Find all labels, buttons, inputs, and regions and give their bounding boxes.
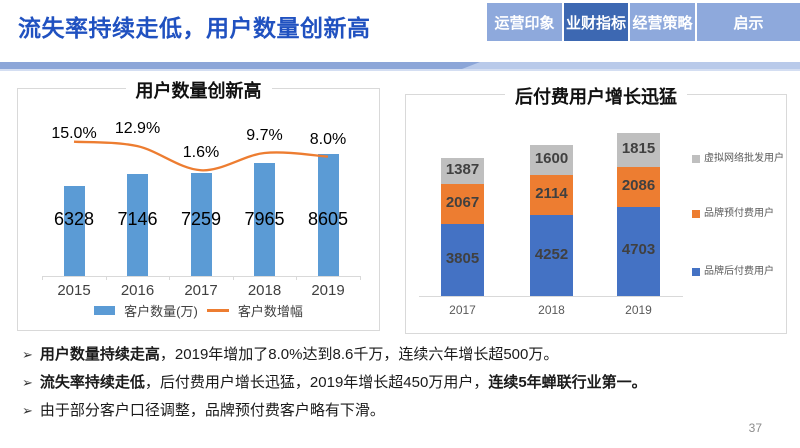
stack-segment-1-2019: 2086: [617, 167, 660, 207]
legend-label: 客户数增幅: [237, 304, 303, 319]
bullet-arrow-icon: ➢: [22, 375, 33, 390]
bullet-text-bold: 流失率持续走低: [39, 374, 145, 391]
bar-value-label: 7146: [117, 209, 158, 229]
x-axis-tick: [169, 276, 171, 280]
nav-tabs: 运营印象 业财指标 经营策略 启示: [487, 3, 800, 41]
stack-segment-2-2017: 1387: [441, 158, 484, 185]
stack-segment-0-2019: 4703: [617, 206, 660, 296]
bullet-text: 用户数量持续走高，2019年增加了8.0%达到8.6千万，连续六年增长超500万…: [40, 344, 558, 365]
bullet-text: 由于部分客户口径调整，品牌预付费客户略有下滑。: [40, 400, 385, 421]
line-point-label: 1.6%: [182, 144, 220, 162]
bar-value-label: 7259: [180, 209, 222, 229]
line-point-label: 9.7%: [246, 127, 283, 144]
bar-value-label: 7965: [244, 209, 285, 229]
chart2-plot: 3805 2067 1387 2017 4252 2114 1600 2018 4703 2086…: [406, 95, 786, 333]
bar-value-label: 6328: [53, 209, 95, 229]
chart2-legend: 虚拟网络批发用户 品牌预付费用户 品牌后付费用户: [692, 95, 784, 333]
x-axis-tick: [359, 276, 361, 280]
x-axis-tick: [296, 276, 298, 280]
bar-2016: [127, 174, 148, 276]
stack-segment-2-2018: 1600: [530, 144, 573, 176]
bar-2019: [317, 153, 339, 276]
chart1-legend: 客户数量(万) 客户数增幅: [18, 301, 379, 320]
stack-segment-0-2018: 4252: [530, 215, 573, 296]
segment-value-label: 4703: [621, 241, 656, 259]
bullet-text-bold: 用户数量持续走高: [39, 346, 160, 363]
x-axis-tick: [232, 276, 234, 280]
line-point-label: 15.0%: [51, 124, 97, 142]
bullet-arrow-icon: ➢: [22, 403, 33, 418]
x-tick-label: 2018: [538, 303, 565, 317]
bullet-item: ➢ 流失率持续走低，后付费用户增长迅猛，2019年增长超450万用户，连续5年蝉联…: [22, 372, 782, 393]
legend-marker: [692, 155, 700, 163]
bar-2018: [254, 162, 275, 276]
page-number: 37: [748, 421, 762, 435]
x-tick-label: 2015: [57, 282, 91, 299]
segment-value-label: 2086: [621, 176, 656, 194]
x-tick-label: 2019: [311, 282, 345, 299]
segment-value-label: 3805: [445, 249, 480, 267]
legend-label: 品牌预付费用户: [704, 208, 774, 219]
legend-label: 品牌后付费用户: [704, 266, 774, 277]
x-tick-label: 2018: [247, 282, 282, 299]
x-axis: [42, 276, 360, 277]
bullet-list: ➢ 用户数量持续走高，2019年增加了8.0%达到8.6千万，连续六年增长超500…: [22, 344, 782, 428]
bullet-text: 流失率持续走低，后付费用户增长迅猛，2019年增长超450万用户，连续5年蝉联行…: [40, 372, 647, 393]
segment-value-label: 1600: [534, 149, 569, 167]
x-axis: [419, 296, 683, 297]
bullet-text-regular: 由于部分客户口径调整，品牌预付费客户略有下滑。: [39, 402, 385, 419]
bullet-arrow-icon: ➢: [22, 347, 33, 362]
legend-marker: [692, 210, 700, 218]
legend-item: 品牌预付费用户: [692, 208, 774, 221]
line-point-label: 8.0%: [309, 130, 347, 148]
tab-3[interactable]: 经营策略: [630, 3, 695, 41]
bar-value-label: 8605: [307, 209, 349, 229]
legend-bar-swatch: [94, 306, 116, 315]
stack-segment-2-2019: 1815: [617, 132, 660, 167]
segment-value-label: 2114: [535, 185, 568, 203]
x-tick-label: 2019: [625, 303, 652, 317]
chart2-title: 后付费用户增长迅猛: [505, 83, 687, 109]
tab-1[interactable]: 运营印象: [487, 3, 562, 41]
growth-line: [73, 140, 329, 172]
legend-label: 客户数量(万): [124, 304, 198, 319]
legend-label: 虚拟网络批发用户: [704, 153, 784, 164]
divider-bar: [0, 62, 800, 71]
chart-users-panel: 用户数量创新高 6328 2015 7146 2016 7259 2017 7965 2018…: [17, 77, 380, 331]
bullet-text-regular: ，2019年增加了8.0%达到8.6千万，连续六年增长超500万。: [159, 346, 559, 363]
segment-value-label: 1387: [445, 161, 480, 179]
stack-segment-1-2017: 2067: [441, 184, 484, 224]
chart-postpaid-panel: 后付费用户增长迅猛 3805 2067 1387 2017 4252 2114 1600 20…: [405, 83, 787, 334]
page-title: 流失率持续走低，用户数量创新高: [18, 15, 371, 41]
bullet-text-bold: 连续5年蝉联行业第一。: [488, 374, 647, 391]
x-tick-label: 2017: [184, 282, 218, 299]
x-axis-tick: [42, 276, 44, 280]
legend-item: 虚拟网络批发用户: [692, 153, 784, 166]
bar-2017: [190, 172, 212, 276]
segment-value-label: 4252: [534, 245, 569, 263]
bullet-text-regular: ，后付费用户增长迅猛，2019年增长超450万用户，: [144, 374, 489, 391]
x-axis-tick: [105, 276, 107, 280]
legend-line-swatch: [206, 309, 229, 312]
stack-segment-0-2017: 3805: [441, 223, 484, 296]
chart1-title: 用户数量创新高: [125, 77, 272, 103]
chart1-plot: 6328 2015 7146 2016 7259 2017 7965 2018 8605 2019…: [18, 89, 379, 330]
x-tick-label: 2016: [120, 282, 155, 299]
stack-segment-1-2018: 2114: [530, 175, 573, 216]
bullet-item: ➢ 用户数量持续走高，2019年增加了8.0%达到8.6千万，连续六年增长超500…: [22, 344, 782, 365]
tab-2[interactable]: 业财指标: [564, 3, 628, 41]
segment-value-label: 2067: [445, 194, 480, 212]
legend-marker: [692, 268, 700, 276]
legend-item: 品牌后付费用户: [692, 266, 774, 279]
segment-value-label: 1815: [621, 139, 656, 157]
bullet-item: ➢ 由于部分客户口径调整，品牌预付费客户略有下滑。: [22, 400, 782, 421]
tab-4[interactable]: 启示: [697, 3, 800, 41]
line-point-label: 12.9%: [114, 120, 161, 138]
bar-2015: [63, 185, 85, 276]
x-tick-label: 2017: [449, 303, 476, 317]
